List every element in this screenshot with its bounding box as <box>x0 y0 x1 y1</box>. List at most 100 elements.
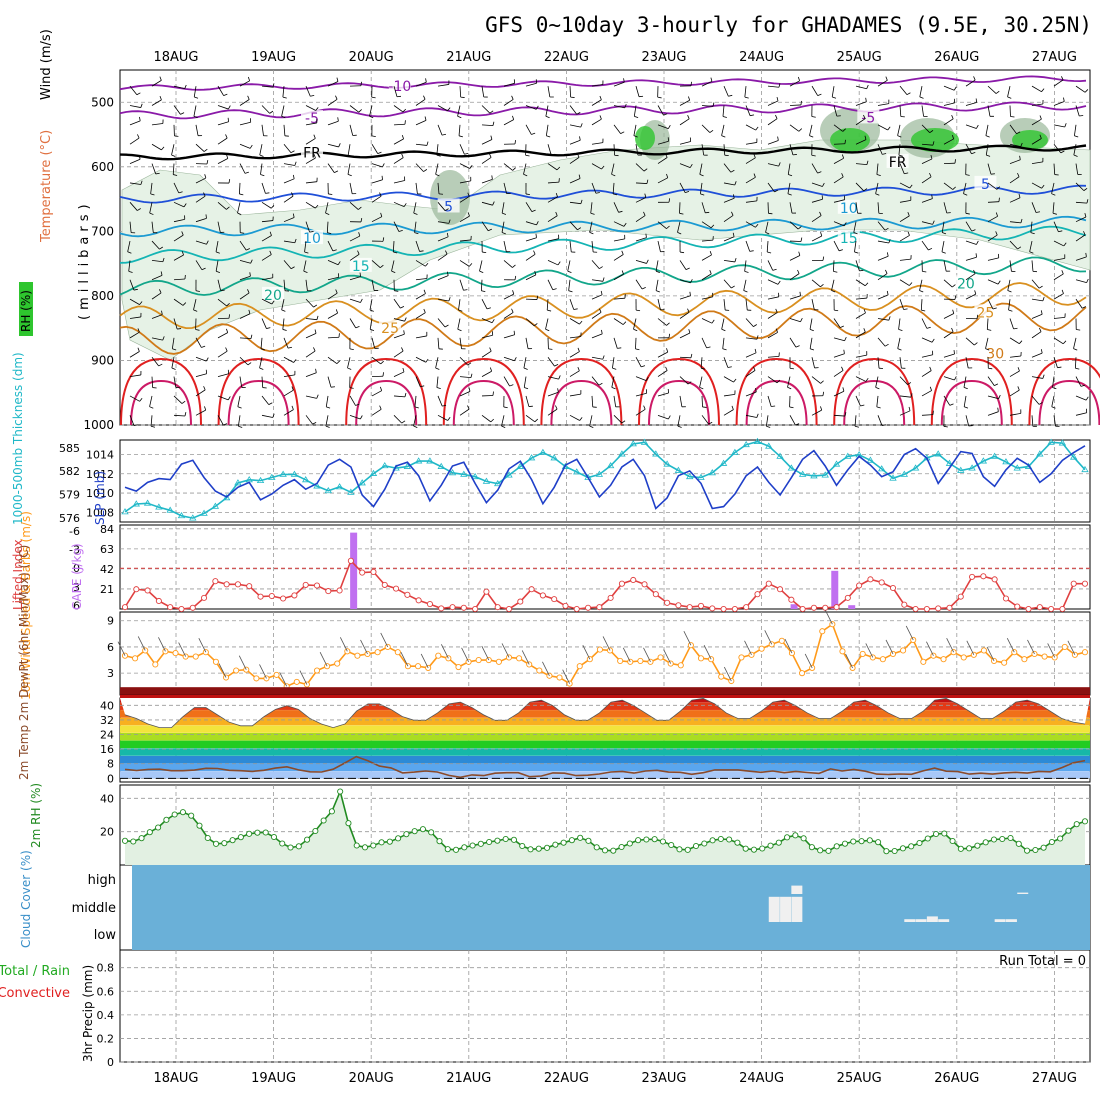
rh2m-series-point <box>1007 834 1014 842</box>
thickness-series-point <box>189 514 197 521</box>
rh2m-series-point <box>577 834 584 841</box>
wind-barb-flag <box>423 95 426 100</box>
wind-barb-flag <box>489 110 494 114</box>
wind-barb-flag <box>600 290 603 295</box>
wind10m-series-point <box>1061 643 1068 650</box>
wind-barb-flag <box>205 214 207 219</box>
wind-barb <box>261 105 270 114</box>
wind-barb-flag <box>181 231 184 236</box>
wind-barb-flag <box>535 233 537 238</box>
wind-barb-flag <box>953 86 957 91</box>
wind-barb-flag <box>287 346 293 349</box>
wind-barb <box>965 79 976 87</box>
wind10m-barb <box>420 653 429 669</box>
wind-barb <box>701 337 707 349</box>
wind-barb <box>261 220 273 223</box>
rh2m-series-point <box>717 835 724 843</box>
lifted-index-series-point <box>426 601 433 608</box>
isotherm-label-bg <box>837 199 860 214</box>
wind-barb <box>679 376 689 385</box>
wind-barb-flag <box>766 425 771 428</box>
wind-barb <box>943 102 955 106</box>
wind-barb-flag <box>838 249 843 252</box>
wind-barb <box>635 237 647 242</box>
wind10m-barb <box>1006 638 1015 653</box>
wind-barb <box>151 123 163 126</box>
wind-barb-flag <box>463 289 468 291</box>
rh2m-series-point <box>817 847 824 854</box>
wind-barb-flag <box>447 417 451 421</box>
wind-barb-flag <box>1058 230 1063 233</box>
wind-barb-flag <box>634 115 639 119</box>
wind-barb-flag <box>744 270 749 273</box>
wind10m-series-point <box>1001 659 1008 666</box>
wind-barb <box>745 105 751 116</box>
wind-barb-flag <box>765 232 770 235</box>
cape-tick-label: 63 <box>100 543 114 556</box>
wind-barb-flag <box>667 124 671 129</box>
wind-barb <box>415 81 427 87</box>
wind-barb <box>503 376 510 387</box>
isotherm-label-bg <box>301 110 323 125</box>
precip-tick-label: 0.6 <box>97 985 115 998</box>
wind-barb <box>195 389 206 397</box>
wind-barb-flag <box>1018 193 1021 198</box>
wind-barb-flag <box>136 92 141 96</box>
ylabel-temp: 2m Temp 2m DewPt (6hr Min/Max) (°C) <box>17 545 31 780</box>
wind-barb <box>943 202 948 214</box>
wind-barb <box>481 157 492 164</box>
rh2m-series-point <box>287 844 294 851</box>
wind-barb <box>987 182 998 190</box>
wind-barb-flag <box>533 250 536 255</box>
wind-barb-flag <box>425 78 427 83</box>
wind-barb <box>568 279 571 291</box>
wind-barb-flag <box>216 270 221 273</box>
ylabel-millibars: (millibars) <box>77 199 92 320</box>
wind-barb-flag <box>349 348 354 350</box>
wind-barb <box>811 235 822 242</box>
wind-barb-flag <box>249 272 251 277</box>
wind-barb <box>701 239 713 242</box>
wind-barb <box>613 297 625 300</box>
wind-barb-flag <box>139 116 141 121</box>
rh2m-series-point <box>635 837 642 844</box>
wind-barb-flag <box>633 135 638 138</box>
wind-barb <box>987 279 999 285</box>
wind-barb <box>1053 337 1064 345</box>
wind10m-barb <box>744 640 752 655</box>
rh2m-series-point <box>527 846 534 853</box>
wind-barb <box>151 292 162 300</box>
wind-barb <box>1009 159 1021 164</box>
wind-barb <box>855 376 867 382</box>
lifted-index-series-point <box>697 602 705 609</box>
wind-barb-flag <box>293 359 297 363</box>
wind-barb <box>283 178 295 184</box>
isotherm-label-bg <box>261 286 284 301</box>
wind-barb <box>767 163 779 167</box>
wind-barb-flag <box>137 347 140 352</box>
wind-barb <box>655 279 659 291</box>
rh2m-series-point <box>229 837 236 844</box>
wind-barb-flag <box>996 186 1001 190</box>
wind-barb <box>437 414 448 421</box>
cloud-cell <box>938 919 950 922</box>
wind-barb-flag <box>643 211 646 216</box>
wind-barb <box>877 202 880 214</box>
wind-barb <box>151 99 162 106</box>
wind-barb-flag <box>822 391 824 396</box>
ylabel-precip-convective: Convective <box>0 986 70 1001</box>
rh2m-series-point <box>808 844 815 851</box>
wind-barb-flag <box>921 309 926 312</box>
wind-barb <box>217 158 228 164</box>
wind10m-barb <box>966 640 975 655</box>
thickness-tick-label: 582 <box>59 465 80 478</box>
thickness-series-point <box>979 457 988 464</box>
wind-barb-flag <box>489 347 492 352</box>
wind-barb-flag <box>355 326 360 329</box>
rh2m-series-point <box>1073 821 1080 828</box>
wind-barb-flag <box>183 203 187 208</box>
wind-barb <box>371 144 379 154</box>
wind-barb <box>789 337 797 348</box>
wind-barb <box>613 337 618 349</box>
lifted-index-series-point <box>652 591 659 598</box>
